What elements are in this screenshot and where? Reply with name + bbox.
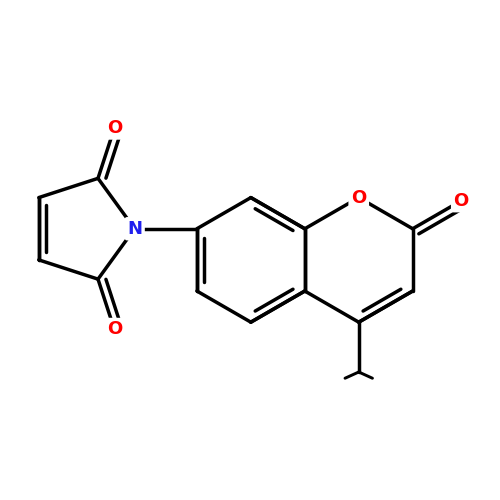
Text: N: N xyxy=(127,220,142,238)
Text: O: O xyxy=(106,320,122,338)
Text: O: O xyxy=(454,192,469,210)
Text: O: O xyxy=(351,188,366,206)
Text: O: O xyxy=(106,119,122,137)
